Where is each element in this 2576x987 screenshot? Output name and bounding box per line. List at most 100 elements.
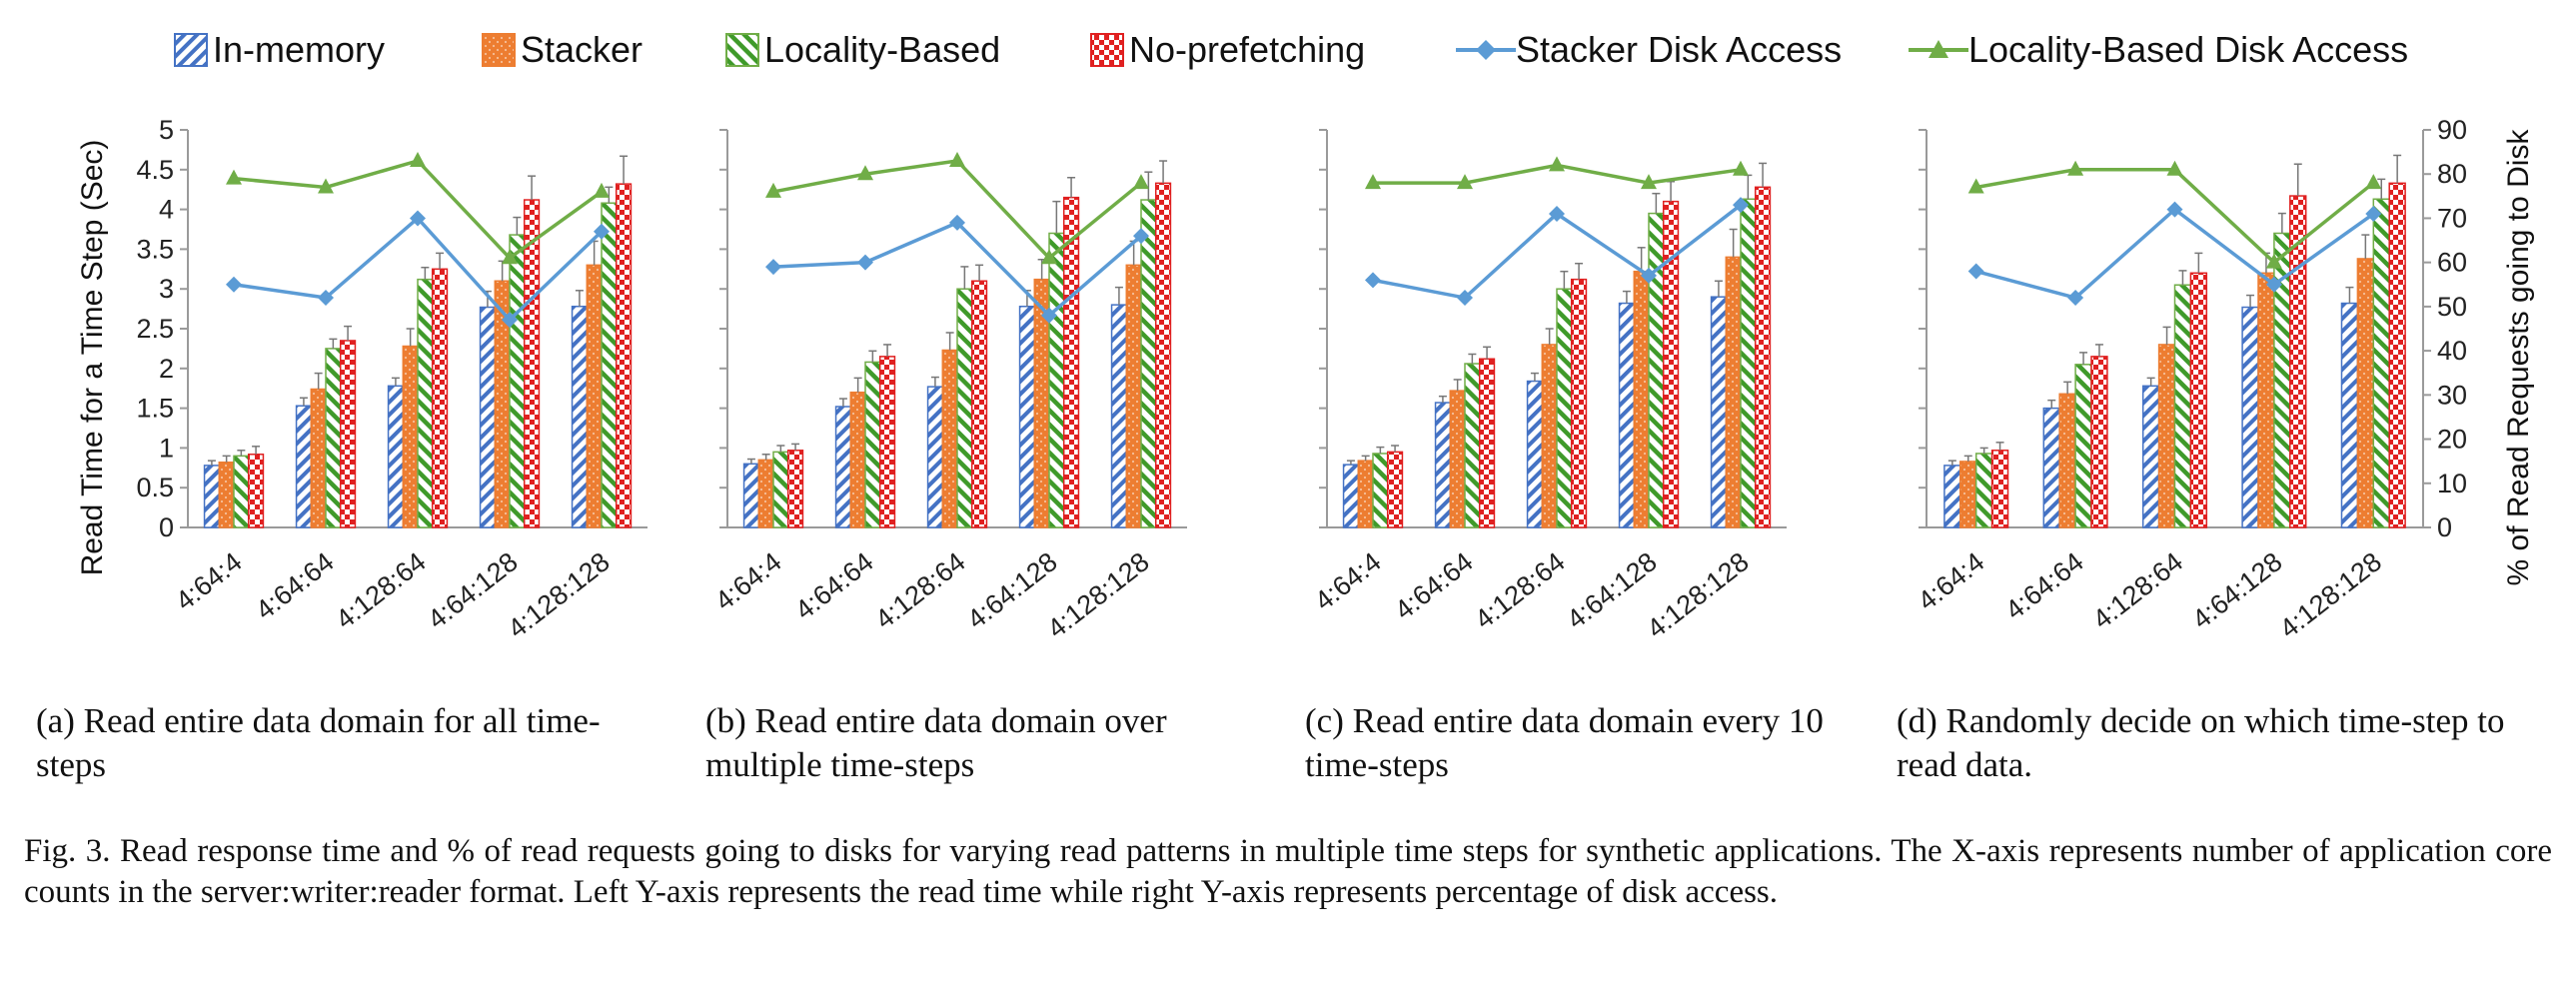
bar-locality-based (601, 202, 618, 528)
bar-no-prefetching (339, 340, 357, 528)
right-tick-label: 90 (2437, 115, 2467, 145)
bar-in-memory (571, 305, 589, 528)
left-tick-label: 3.5 (136, 234, 174, 264)
triangle-marker-icon (502, 249, 518, 265)
bar-in-memory (1342, 464, 1360, 528)
diamond-marker-icon (1733, 197, 1749, 214)
bar-in-memory (203, 465, 221, 528)
bar-stacker (218, 461, 235, 528)
right-axis-title: % of Read Requests going to Disk (2502, 129, 2535, 586)
bar-locality-based (1648, 212, 1665, 528)
chart-panel-d: 0 10 20 30 40 50 60 70 80 90 4:64:4 4:64:644:128:64… (1913, 115, 2467, 644)
legend-swatch (482, 33, 516, 67)
bar-no-prefetching (970, 280, 988, 528)
x-tick-label: 4:128:128 (503, 546, 616, 644)
bar-no-prefetching (2189, 272, 2208, 528)
left-tick-label: 4 (159, 195, 174, 225)
bar-in-memory (1018, 305, 1036, 528)
left-tick-label: 0 (159, 512, 174, 542)
triangle-marker-icon (410, 151, 426, 167)
triangle-marker-icon (2166, 160, 2183, 176)
locality-disk-access-line (233, 158, 604, 261)
bar-no-prefetching (615, 183, 633, 528)
figure-canvas: In-memory Stacker Locality-Based No-prefetc… (76, 29, 2535, 644)
bar-no-prefetching (247, 454, 265, 528)
bar-in-memory (1526, 380, 1544, 528)
right-tick-label: 30 (2437, 380, 2467, 410)
diamond-marker-icon (410, 210, 426, 227)
legend-label: Locality-Based Disk Access (1968, 29, 2408, 70)
triangle-marker-icon (2067, 160, 2084, 176)
x-tick-label: 4:128:128 (2274, 546, 2387, 644)
bar-in-memory (742, 463, 760, 528)
bar-no-prefetching (1570, 278, 1588, 528)
bar-locality-based (417, 278, 434, 528)
bar-no-prefetching (1754, 186, 1772, 528)
diamond-marker-icon (2067, 290, 2084, 307)
right-tick-label: 10 (2437, 469, 2467, 498)
diamond-marker-icon (1549, 206, 1565, 223)
bar-stacker (1449, 390, 1466, 528)
bar-locality-based (1372, 453, 1389, 528)
diamond-marker-icon (2166, 201, 2183, 218)
bar-stacker (2257, 272, 2275, 528)
bar-in-memory (2241, 306, 2259, 528)
triangle-marker-icon (1549, 156, 1565, 172)
x-tick-label: 4:128:128 (1042, 546, 1155, 644)
legend-item: Locality-Based (725, 29, 1000, 70)
right-tick-label: 0 (2437, 512, 2452, 542)
left-axis-title: Read Time for a Time Step (Sec) (76, 140, 109, 576)
bar-stacker (941, 349, 958, 528)
triangle-marker-icon (949, 151, 965, 167)
bar-no-prefetching (878, 356, 896, 528)
bar-no-prefetching (1478, 358, 1496, 528)
x-tick-label: 4:64:128 (2186, 546, 2287, 634)
bar-in-memory (834, 406, 852, 528)
triangle-marker-icon (2265, 253, 2282, 269)
bar-stacker (1357, 460, 1374, 528)
x-tick-label: 4:64:4 (1913, 546, 1990, 616)
bar-locality-based (325, 348, 342, 528)
diamond-marker-icon (949, 214, 965, 231)
legend-label: Stacker (521, 29, 643, 70)
bar-in-memory (1434, 402, 1452, 528)
bar-no-prefetching (786, 450, 804, 528)
x-tick-label: 4:64:4 (709, 546, 787, 616)
triangle-marker-icon (1041, 249, 1057, 265)
legend-swatch (725, 33, 759, 67)
bar-no-prefetching (1062, 196, 1080, 528)
caption-d: (d) Randomly decide on which time-step t… (1897, 701, 2505, 784)
left-tick-label: 5 (159, 115, 174, 145)
bar-in-memory (2340, 302, 2359, 528)
bar-stacker (2157, 344, 2176, 528)
bar-in-memory (387, 385, 405, 528)
x-tick-label: 4:128:64 (1469, 546, 1570, 634)
triangle-marker-icon (1929, 40, 1948, 58)
diamond-marker-icon (226, 276, 242, 293)
diamond-marker-icon (2365, 206, 2382, 223)
bar-in-memory (1110, 304, 1128, 528)
diamond-marker-icon (594, 223, 610, 240)
triangle-marker-icon (857, 165, 873, 181)
diamond-marker-icon (502, 312, 518, 329)
legend-item: In-memory (174, 29, 385, 70)
bar-no-prefetching (1990, 450, 2009, 528)
bar-in-memory (1943, 465, 1961, 528)
bar-in-memory (2141, 385, 2160, 528)
bar-locality-based (2074, 364, 2092, 528)
bar-stacker (2356, 258, 2375, 528)
x-tick-label: 4:128:64 (2087, 546, 2188, 634)
x-tick-label: 4:64:64 (250, 546, 339, 625)
x-tick-label: 4:128:64 (869, 546, 970, 634)
bar-stacker (2058, 393, 2076, 528)
bar-no-prefetching (2388, 182, 2406, 528)
caption-b: (b) Read entire data domain over multipl… (705, 701, 1167, 784)
bar-locality-based (1140, 199, 1157, 528)
left-tick-label: 1.5 (136, 394, 174, 424)
legend: In-memory Stacker Locality-Based No-prefetc… (174, 29, 2408, 70)
diamond-marker-icon (1457, 290, 1473, 307)
bar-in-memory (479, 306, 497, 528)
bar-in-memory (2042, 407, 2060, 528)
triangle-marker-icon (1967, 178, 1984, 194)
